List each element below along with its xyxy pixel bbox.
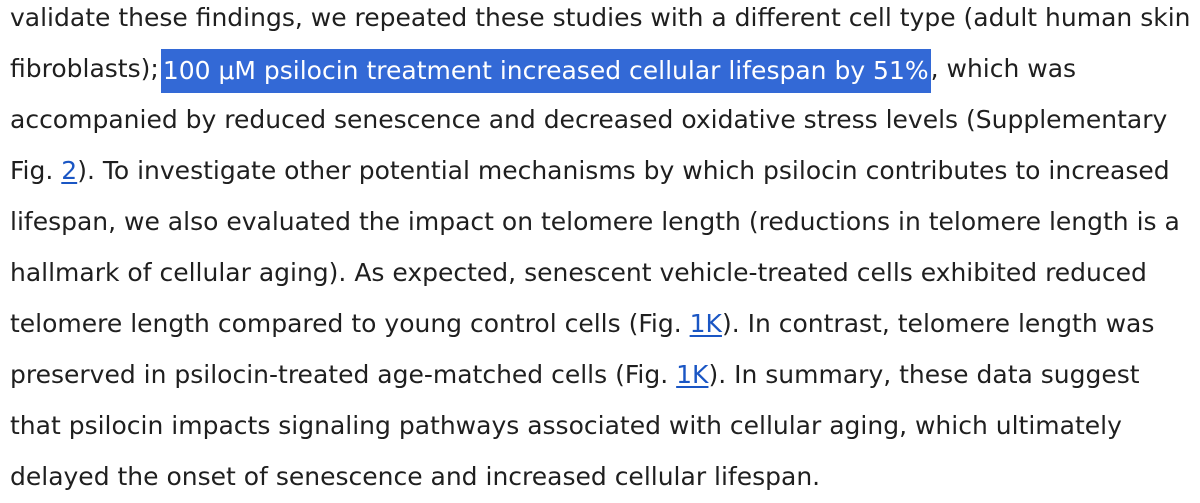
text-span: fibroblasts); — [10, 54, 159, 83]
paragraph-line: telomere length compared to young contro… — [10, 304, 1154, 344]
text-span: ). In contrast, telomere length was — [721, 309, 1155, 338]
paragraph-line: lifespan, we also evaluated the impact o… — [10, 202, 1180, 242]
fig-1k-link[interactable]: 1K — [689, 309, 722, 338]
text-span: preserved in psilocin-treated age-matche… — [10, 360, 677, 389]
text-span: Fig. — [10, 156, 62, 185]
text-span: accompanied by reduced senescence and de… — [10, 105, 1168, 134]
text-span: that psilocin impacts signaling pathways… — [10, 411, 1122, 440]
paragraph-line: accompanied by reduced senescence and de… — [10, 100, 1167, 140]
text-span: hallmark of cellular aging). As expected… — [10, 258, 1147, 287]
text-span: lifespan, we also evaluated the impact o… — [10, 207, 1180, 236]
text-span: ). To investigate other potential mechan… — [77, 156, 1170, 185]
text-span: validate these findings, we repeated the… — [10, 3, 1191, 32]
text-span: , which was — [930, 54, 1077, 83]
paragraph-line: fibroblasts); 100 μM psilocin treatment i… — [10, 49, 1077, 93]
paragraph-line: hallmark of cellular aging). As expected… — [10, 253, 1147, 293]
paragraph-line: validate these findings, we repeated the… — [10, 0, 1190, 38]
selected-text[interactable]: 100 μM psilocin treatment increased cell… — [160, 49, 931, 93]
fig-1k-link[interactable]: 1K — [676, 360, 709, 389]
text-span: delayed the onset of senescence and incr… — [10, 462, 821, 491]
paragraph-line: that psilocin impacts signaling pathways… — [10, 406, 1122, 446]
text-span: telomere length compared to young contro… — [10, 309, 690, 338]
paragraph-line: delayed the onset of senescence and incr… — [10, 457, 820, 497]
supplementary-fig-2-link[interactable]: 2 — [61, 156, 78, 185]
paragraph-line: preserved in psilocin-treated age-matche… — [10, 355, 1140, 395]
paragraph-line: Fig. 2). To investigate other potential … — [10, 151, 1170, 191]
text-span: ). In summary, these data suggest — [708, 360, 1140, 389]
